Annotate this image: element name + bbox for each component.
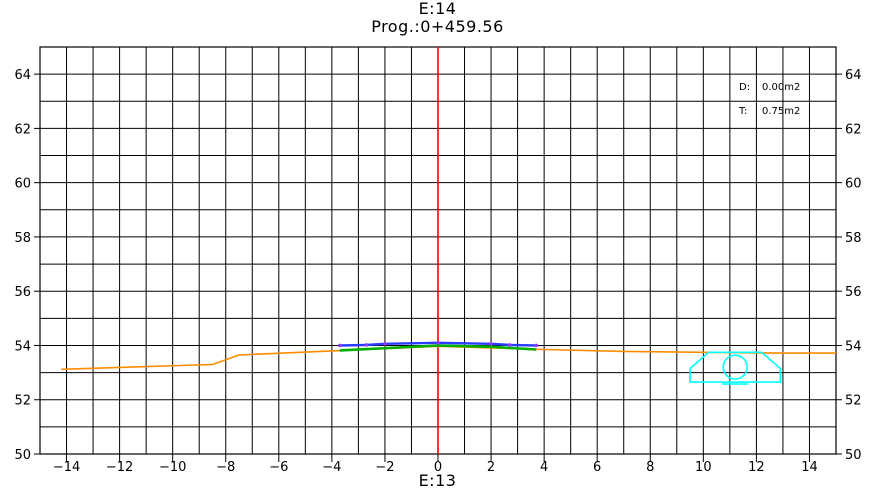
y-tick-label-right: 62 [845,122,862,137]
x-tick-label: −10 [159,460,186,475]
x-tick-label: 12 [748,460,765,475]
section-title: E:14 [418,0,457,18]
section-chainage: Prog.:0+459.56 [371,17,504,36]
y-tick-label-right: 58 [845,231,862,246]
pavement-vertex [383,342,387,346]
x-tick-label: 14 [801,460,818,475]
fill-area-label: T: [738,106,747,117]
culvert-outline [689,351,782,383]
x-tick-label: 10 [695,460,712,475]
terrain-line [61,345,836,371]
x-tick-label: 2 [487,460,495,475]
y-tick-label-left: 50 [14,448,31,463]
axis-ticks [34,73,842,462]
pavement-vertex [507,343,512,347]
y-tick-label-right: 50 [845,448,862,463]
x-tick-labels: −14 −12 −10 −8 −6 −4 −2 0 2 4 6 8 10 12 14 [53,460,818,475]
y-tick-labels-right: 50 52 54 56 58 60 62 64 [845,68,862,463]
x-axis-label: E:13 [418,471,457,490]
pavement-vertex [338,343,342,348]
y-tick-label-left: 54 [14,339,31,354]
culvert-drawing [689,351,782,385]
y-tick-label-right: 52 [845,394,862,409]
x-tick-label: −6 [269,460,288,475]
pavement-vertex [364,343,369,347]
pavement-vertex [534,343,538,348]
y-tick-label-left: 58 [14,231,31,246]
y-tick-label-left: 62 [14,122,31,137]
x-tick-label: −8 [216,460,235,475]
subgrade-line [339,344,537,352]
fill-area-value: 0.75m2 [762,106,800,117]
x-tick-label: 6 [593,460,601,475]
pavement-vertex [489,342,493,346]
y-tick-label-left: 56 [14,285,31,300]
culvert-pipe [722,354,748,380]
x-tick-label: −14 [53,460,80,475]
x-tick-label: 8 [646,460,654,475]
y-tick-label-left: 60 [14,177,31,192]
y-tick-label-right: 60 [845,177,862,192]
x-tick-label: −4 [322,460,341,475]
x-tick-label: 4 [540,460,548,475]
cut-area-label: D: [739,82,750,93]
y-tick-label-right: 64 [845,68,862,83]
x-tick-label: −12 [106,460,133,475]
x-tick-label: −2 [375,460,394,475]
y-tick-label-right: 54 [845,339,862,354]
pavement-vertex [436,340,440,345]
y-tick-labels-left: 50 52 54 56 58 60 62 64 [14,68,31,463]
y-tick-label-right: 56 [845,285,862,300]
cut-area-value: 0.00m2 [762,82,800,93]
y-tick-label-left: 64 [14,68,31,83]
x-tick-label: 0 [434,460,442,475]
y-tick-label-left: 52 [14,394,31,409]
